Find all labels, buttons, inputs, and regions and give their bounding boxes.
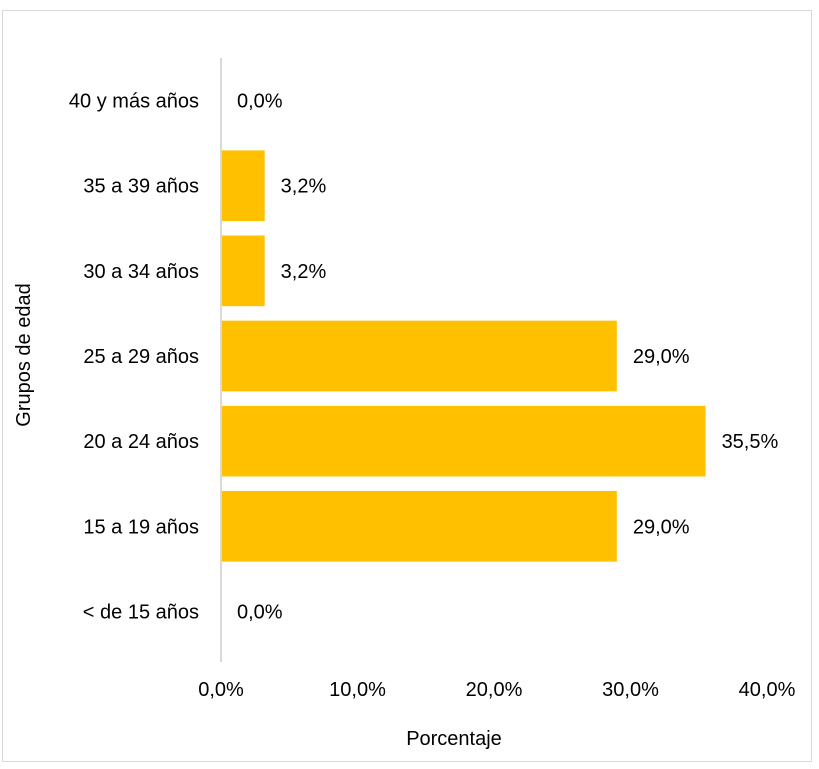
- x-axis-title: Porcentaje: [406, 728, 502, 750]
- x-tick-label: 40,0%: [739, 679, 796, 701]
- bar-30-a-34-anos: [221, 235, 265, 307]
- category-label: 20 a 24 años: [83, 431, 199, 453]
- category-label: 40 y más años: [69, 91, 199, 113]
- x-tick-label: 20,0%: [466, 679, 523, 701]
- category-label: 35 a 39 años: [83, 176, 199, 198]
- bar-25-a-29-anos: [221, 320, 617, 392]
- bar-35-a-39-anos: [221, 150, 265, 222]
- data-labels: 0,0% 3,2% 3,2% 29,0% 35,5% 29,0% 0,0%: [237, 91, 779, 624]
- bars-group: [221, 150, 706, 562]
- data-label: 29,0%: [633, 516, 690, 538]
- data-label: 3,2%: [281, 176, 327, 198]
- x-tick-label: 30,0%: [602, 679, 659, 701]
- data-label: 0,0%: [237, 601, 283, 623]
- x-tick-labels: 0,0% 10,0% 20,0% 30,0% 40,0%: [198, 679, 795, 701]
- bar-15-a-19-anos: [221, 490, 617, 562]
- category-label: 25 a 29 años: [83, 346, 199, 368]
- category-label: < de 15 años: [83, 601, 199, 623]
- x-tick-label: 10,0%: [329, 679, 386, 701]
- data-label: 3,2%: [281, 261, 327, 283]
- category-labels: 40 y más años 35 a 39 años 30 a 34 años 25 …: [69, 91, 199, 624]
- x-tick-label: 0,0%: [198, 679, 244, 701]
- data-label: 0,0%: [237, 91, 283, 113]
- bar-20-a-24-anos: [221, 405, 706, 477]
- data-label: 35,5%: [722, 431, 779, 453]
- category-label: 30 a 34 años: [83, 261, 199, 283]
- category-label: 15 a 19 años: [83, 516, 199, 538]
- data-label: 29,0%: [633, 346, 690, 368]
- y-axis-title: Grupos de edad: [13, 283, 35, 426]
